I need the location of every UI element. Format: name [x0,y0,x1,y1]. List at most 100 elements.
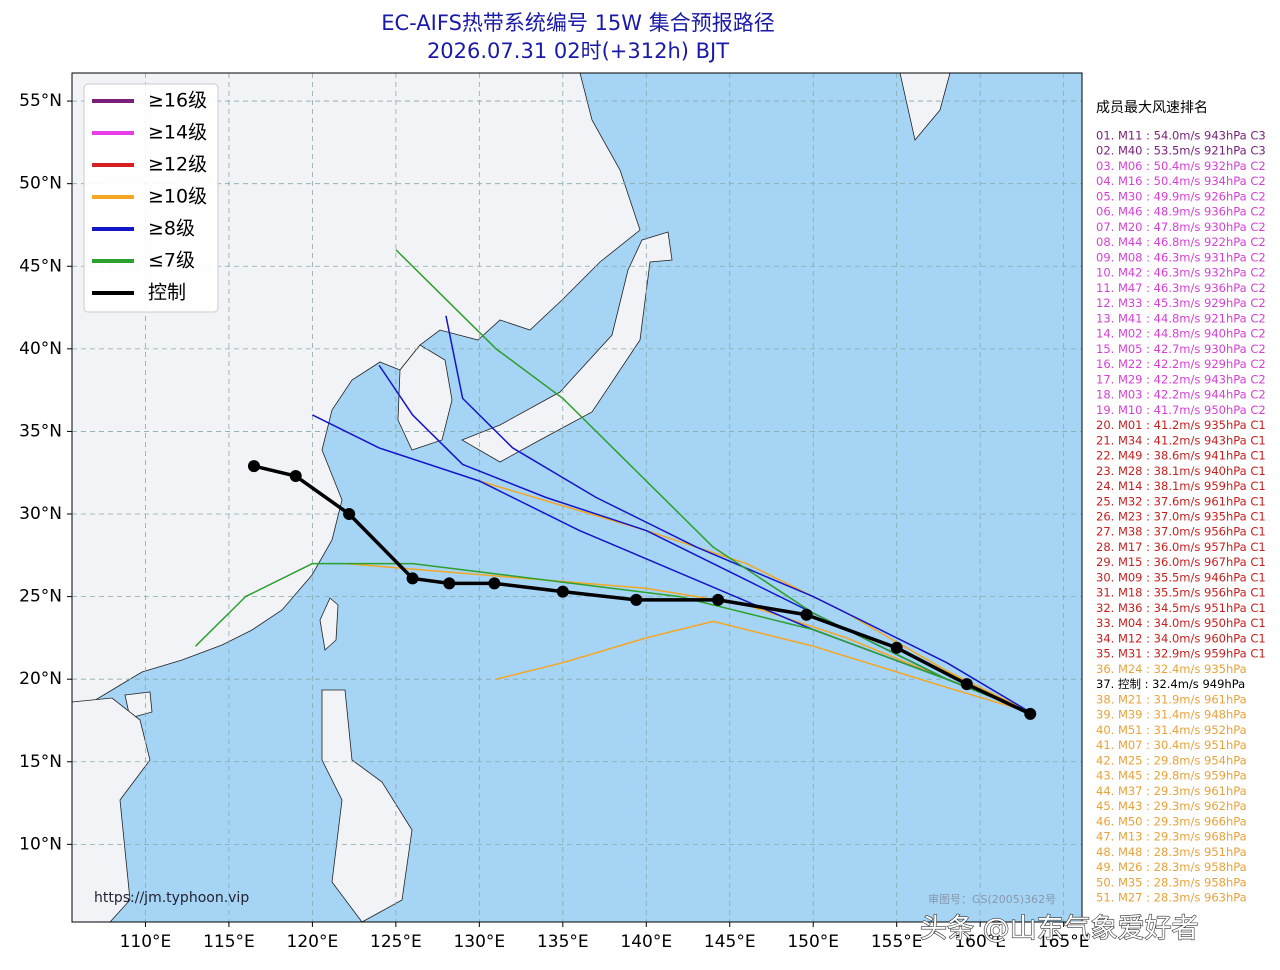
x-tick-label: 140°E [620,932,672,952]
x-tick-label: 165°E [1038,932,1090,952]
ranking-entry: 23. M28 : 38.1m/s 940hPa C1 [1096,464,1266,478]
ranking-entry: 29. M15 : 36.0m/s 967hPa C1 [1096,555,1266,569]
ranking-entry: 35. M31 : 32.9m/s 959hPa C1 [1096,647,1266,661]
y-tick-label: 55°N [19,91,62,111]
ranking-entry: 51. M27 : 28.3m/s 963hPa [1096,891,1247,905]
ranking-entry: 09. M08 : 46.3m/s 931hPa C2 [1096,250,1266,264]
control-point [443,577,456,590]
ranking-entry: 34. M12 : 34.0m/s 960hPa C1 [1096,631,1266,645]
ranking-entry: 06. M46 : 48.9m/s 936hPa C2 [1096,205,1266,219]
map-area [72,73,1082,922]
y-tick-label: 10°N [19,834,62,854]
ranking-entry: 05. M30 : 49.9m/s 926hPa C2 [1096,189,1266,203]
control-point [247,460,260,473]
ensemble-track [395,249,1031,713]
legend-label: ≥10级 [148,186,207,208]
axes: 110°E 115°E 120°E 125°E 130°E 135°E 140°E 145°E… [19,91,1089,952]
y-tick-label: 45°N [19,256,62,276]
control-point [890,641,903,654]
y-tick-label: 35°N [19,421,62,441]
ranking-entry: 10. M42 : 46.3m/s 932hPa C2 [1096,266,1266,280]
ranking-entry: 08. M44 : 46.8m/s 922hPa C2 [1096,235,1266,249]
ranking-entry: 32. M36 : 34.5m/s 951hPa C1 [1096,601,1266,615]
title: EC-AIFS热带系统编号 15W 集合预报路径 [381,11,774,35]
ranking-entry: 43. M45 : 29.8m/s 959hPa [1096,769,1247,783]
control-point [630,593,643,606]
legend-label: ≥12级 [148,154,207,176]
x-tick-label: 125°E [370,932,422,952]
ranking-entry: 30. M09 : 35.5m/s 946hPa C1 [1096,570,1266,584]
ranking-entry: 38. M21 : 31.9m/s 961hPa [1096,692,1247,706]
ranking-entry: 16. M22 : 42.2m/s 929hPa C2 [1096,357,1266,371]
control-point [488,577,501,590]
ranking-entry: 01. M11 : 54.0m/s 943hPa C3 [1096,129,1266,143]
x-tick-label: 120°E [287,932,339,952]
ranking-entry: 46. M50 : 29.3m/s 966hPa [1096,814,1247,828]
y-tick-label: 15°N [19,752,62,772]
y-tick-label: 40°N [19,339,62,359]
ranking-entry: 41. M07 : 30.4m/s 951hPa [1096,738,1247,752]
ensemble-track [495,620,1031,713]
ranking-entry: 50. M35 : 28.3m/s 958hPa [1096,875,1247,889]
control-point [960,678,973,691]
ranking-entry: 44. M37 : 29.3m/s 961hPa [1096,784,1247,798]
ranking-entry: 14. M02 : 44.8m/s 940hPa C2 [1096,327,1266,341]
ranking-entry: 15. M05 : 42.7m/s 930hPa C2 [1096,342,1266,356]
control-point [406,572,419,585]
y-tick-label: 20°N [19,669,62,689]
x-tick-label: 160°E [954,932,1006,952]
ranking-entry: 11. M47 : 46.3m/s 936hPa C2 [1096,281,1266,295]
ranking-entry: 33. M04 : 34.0m/s 950hPa C1 [1096,616,1266,630]
x-tick-label: 115°E [203,932,255,952]
ranking-entry: 25. M32 : 37.6m/s 961hPa C1 [1096,494,1266,508]
legend-label: 控制 [148,282,186,304]
ranking-entry: 13. M41 : 44.8m/s 921hPa C2 [1096,311,1266,325]
philippines [321,689,413,922]
ranking-entry: 45. M43 : 29.3m/s 962hPa [1096,799,1247,813]
ranking-entry: 48. M48 : 28.3m/s 951hPa [1096,845,1247,859]
control-point [289,470,302,483]
ranking-entry: 26. M23 : 37.0m/s 935hPa C1 [1096,510,1266,524]
ensemble-track [479,480,1031,713]
y-tick-label: 50°N [19,174,62,194]
japan [461,231,673,463]
ranking-entry: 07. M20 : 47.8m/s 930hPa C2 [1096,220,1266,234]
ensemble-track [195,562,1031,713]
source-url: https://jm.typhoon.vip [94,890,249,906]
indochina [72,697,151,922]
ranking-entry: 17. M29 : 42.2m/s 943hPa C2 [1096,372,1266,386]
ranking-entry: 19. M10 : 41.7m/s 950hPa C2 [1096,403,1266,417]
ranking-entry: 28. M17 : 36.0m/s 957hPa C1 [1096,540,1266,554]
x-tick-label: 145°E [704,932,756,952]
legend-box [83,83,219,313]
control-point [343,508,356,521]
control-point [712,593,725,606]
control-point [1024,707,1037,720]
x-tick-label: 130°E [453,932,505,952]
taiwan [319,597,339,651]
ranking-entry: 42. M25 : 29.8m/s 954hPa [1096,753,1247,767]
ranking-entry: 20. M01 : 41.2m/s 935hPa C1 [1096,418,1266,432]
ensemble-track [445,315,1031,713]
ranking-entry: 27. M38 : 37.0m/s 956hPa C1 [1096,525,1266,539]
y-tick-label: 30°N [19,504,62,524]
ranking-entry: 39. M39 : 31.4m/s 948hPa [1096,708,1247,722]
ranking-entry: 02. M40 : 53.5m/s 921hPa C3 [1096,144,1266,158]
ranking-entry: 18. M03 : 42.2m/s 944hPa C2 [1096,388,1266,402]
map-frame [71,72,1083,923]
control-point [800,608,813,621]
x-tick-label: 110°E [120,932,172,952]
grid [72,73,1082,922]
y-tick-label: 25°N [19,587,62,607]
ranking-entry: 47. M13 : 29.3m/s 968hPa [1096,830,1247,844]
legend-label: ≤7级 [148,250,195,272]
ranking-entry: 31. M18 : 35.5m/s 956hPa C1 [1096,586,1266,600]
ranking-entry: 40. M51 : 31.4m/s 952hPa [1096,723,1247,737]
ranking-title: 成员最大风速排名 [1096,100,1208,116]
ranking-entry: 21. M34 : 41.2m/s 943hPa C1 [1096,433,1266,447]
ranking-entry: 22. M49 : 38.6m/s 941hPa C1 [1096,449,1266,463]
tracks [195,249,1037,720]
